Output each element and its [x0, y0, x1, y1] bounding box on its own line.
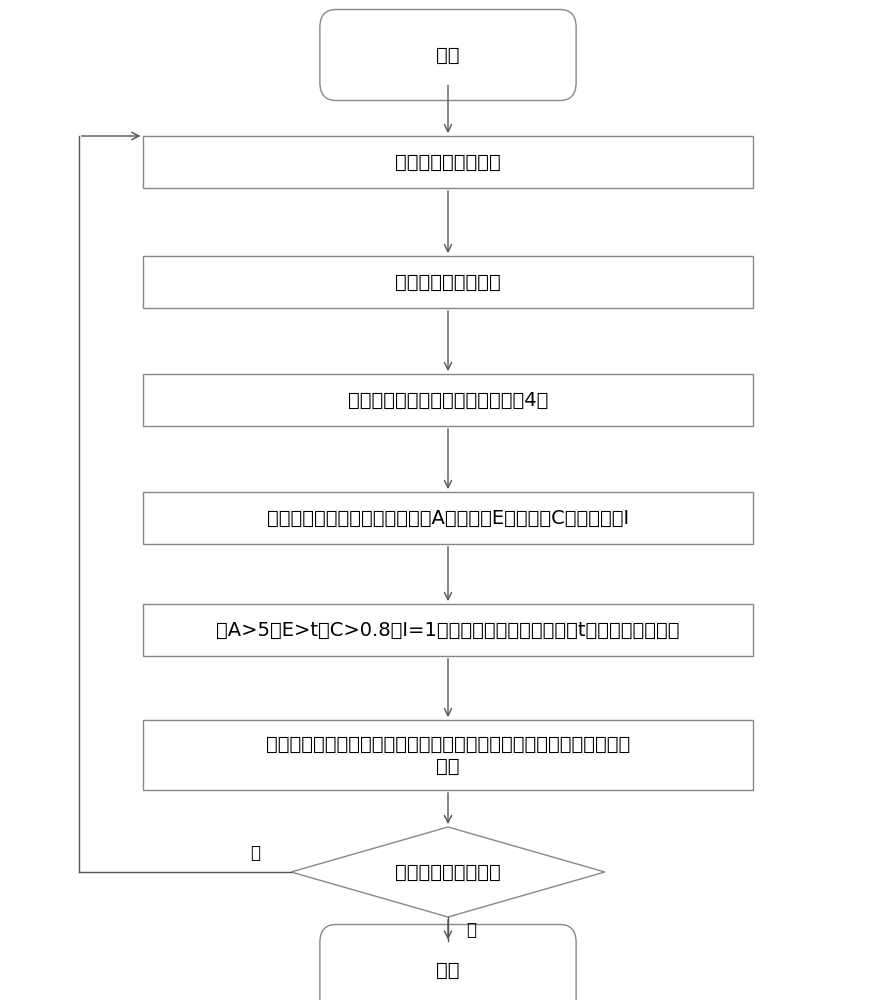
- Bar: [143, 256, 753, 308]
- Text: 开始: 开始: [436, 45, 460, 64]
- Polygon shape: [291, 827, 605, 917]
- Bar: [143, 720, 753, 790]
- Text: 否: 否: [250, 844, 261, 862]
- Text: 结束: 结束: [436, 960, 460, 980]
- Bar: [143, 492, 753, 544]
- Text: 对每个疑似淋巴结，以其质心为中心，外接矩形为边界构造局部自适应
窗口: 对每个疑似淋巴结，以其质心为中心，外接矩形为边界构造局部自适应 窗口: [266, 734, 630, 776]
- FancyBboxPatch shape: [320, 10, 576, 101]
- Text: 输入一幅待处理图像: 输入一幅待处理图像: [395, 152, 501, 172]
- Bar: [143, 604, 753, 656]
- FancyBboxPatch shape: [320, 924, 576, 1000]
- Text: 计算每个脏器淋巴结区域的面积A，圆形率E，凹凸性C以及浸润度I: 计算每个脏器淋巴结区域的面积A，圆形率E，凹凸性C以及浸润度I: [267, 508, 629, 528]
- Text: 是: 是: [466, 921, 476, 939]
- Text: 将A>5，E>t，C>0.8，I=1的区域标记为疑似淋巴结，t由直方图统计得出: 将A>5，E>t，C>0.8，I=1的区域标记为疑似淋巴结，t由直方图统计得出: [216, 620, 680, 640]
- Text: 预处理去掉无关区域: 预处理去掉无关区域: [395, 272, 501, 292]
- Text: 序列图像处理完毕？: 序列图像处理完毕？: [395, 862, 501, 882]
- Bar: [143, 136, 753, 188]
- Text: 基于最大类间方差将预处理图分为4类: 基于最大类间方差将预处理图分为4类: [348, 390, 548, 410]
- Bar: [143, 374, 753, 426]
